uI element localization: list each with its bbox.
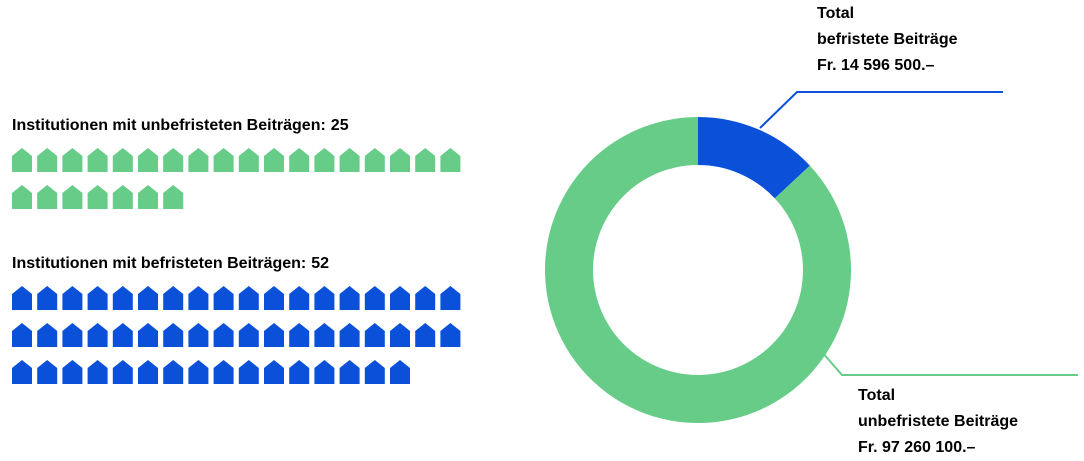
house-icon bbox=[440, 323, 461, 347]
house-icon bbox=[415, 148, 436, 172]
house-icon bbox=[238, 148, 259, 172]
house-icon bbox=[188, 148, 209, 172]
house-icon bbox=[314, 148, 335, 172]
house-icon bbox=[37, 185, 58, 209]
house-icon bbox=[440, 148, 461, 172]
house-icon bbox=[289, 148, 310, 172]
house-icon bbox=[62, 148, 83, 172]
label-value: 25 bbox=[331, 117, 349, 134]
house-icon bbox=[314, 286, 335, 310]
house-icon bbox=[289, 286, 310, 310]
segment-label: Total bbox=[817, 5, 854, 22]
house-icon bbox=[62, 323, 83, 347]
segment-label: unbefristete Beiträge bbox=[858, 413, 1018, 430]
pictogram-label: Institutionen mit befristeten Beiträgen:… bbox=[12, 255, 329, 272]
house-icon bbox=[112, 360, 133, 384]
house-icon bbox=[314, 360, 335, 384]
house-icon bbox=[339, 148, 360, 172]
house-icon bbox=[163, 323, 184, 347]
house-icon bbox=[238, 360, 259, 384]
donut-segment bbox=[545, 117, 852, 423]
segment-value-label: Fr. 97 260 100.– bbox=[858, 439, 976, 456]
house-icon bbox=[188, 360, 209, 384]
house-icon bbox=[339, 286, 360, 310]
house-icon bbox=[37, 323, 58, 347]
leader-line bbox=[821, 351, 1078, 376]
house-icon bbox=[12, 148, 32, 172]
house-icon bbox=[87, 185, 108, 209]
house-icon bbox=[12, 323, 32, 347]
house-icon bbox=[163, 360, 184, 384]
house-icon bbox=[163, 286, 184, 310]
house-icon bbox=[314, 323, 335, 347]
house-icon bbox=[440, 286, 461, 310]
house-icon bbox=[339, 360, 360, 384]
house-icon bbox=[390, 286, 410, 310]
label-text: Institutionen mit befristeten Beiträgen: bbox=[12, 255, 306, 272]
house-icon bbox=[264, 286, 284, 310]
house-icon bbox=[163, 185, 184, 209]
house-icon bbox=[213, 286, 234, 310]
house-icon bbox=[390, 323, 410, 347]
pictogram-label: Institutionen mit unbefristeten Beiträge… bbox=[12, 117, 349, 134]
label-text: Institutionen mit unbefristeten Beiträge… bbox=[12, 117, 326, 134]
house-icon bbox=[238, 286, 259, 310]
house-icon bbox=[213, 148, 234, 172]
house-icon bbox=[415, 323, 436, 347]
house-icon bbox=[112, 148, 133, 172]
house-icon bbox=[62, 360, 83, 384]
label-value: 52 bbox=[311, 255, 329, 272]
house-icon bbox=[264, 360, 284, 384]
house-icon bbox=[37, 148, 58, 172]
house-icon bbox=[87, 286, 108, 310]
segment-label: befristete Beiträge bbox=[817, 31, 958, 48]
house-icon bbox=[415, 286, 436, 310]
house-icon bbox=[12, 360, 32, 384]
house-icon bbox=[37, 360, 58, 384]
house-icon bbox=[264, 148, 284, 172]
house-icon bbox=[289, 323, 310, 347]
house-icon bbox=[364, 360, 385, 384]
house-icon bbox=[112, 286, 133, 310]
house-icon bbox=[87, 323, 108, 347]
house-icon bbox=[138, 185, 158, 209]
house-icon bbox=[12, 185, 32, 209]
house-icon bbox=[390, 360, 410, 384]
house-icon bbox=[364, 286, 385, 310]
house-icon bbox=[87, 148, 108, 172]
house-icon bbox=[188, 286, 209, 310]
house-icon bbox=[62, 286, 83, 310]
house-icon bbox=[87, 360, 108, 384]
segment-value-label: Fr. 14 596 500.– bbox=[817, 57, 935, 74]
house-icon bbox=[37, 286, 58, 310]
house-icon bbox=[289, 360, 310, 384]
house-icon bbox=[138, 323, 158, 347]
house-icon bbox=[12, 286, 32, 310]
house-icon bbox=[62, 185, 83, 209]
house-icon bbox=[339, 323, 360, 347]
house-icon bbox=[264, 323, 284, 347]
house-icon bbox=[364, 148, 385, 172]
house-icon bbox=[112, 185, 133, 209]
donut-segment bbox=[698, 117, 810, 199]
house-icon bbox=[188, 323, 209, 347]
house-icon bbox=[213, 360, 234, 384]
house-icon bbox=[163, 148, 184, 172]
house-icon bbox=[238, 323, 259, 347]
house-icon bbox=[213, 323, 234, 347]
house-icon bbox=[138, 286, 158, 310]
house-icon bbox=[390, 148, 410, 172]
leader-line bbox=[759, 91, 1003, 129]
house-icon bbox=[138, 148, 158, 172]
segment-label: Total bbox=[858, 387, 895, 404]
house-icon bbox=[138, 360, 158, 384]
house-icon bbox=[364, 323, 385, 347]
house-icon bbox=[112, 323, 133, 347]
